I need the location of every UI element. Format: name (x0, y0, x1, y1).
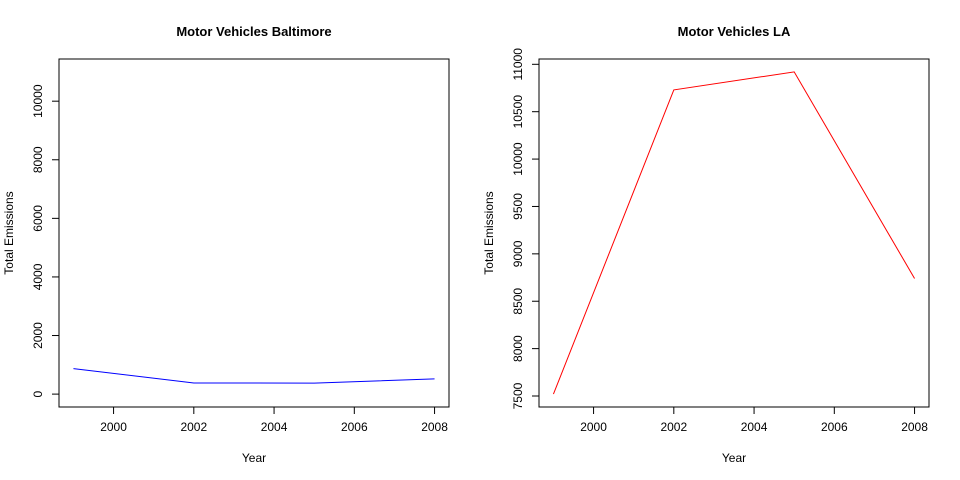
y-tick-label: 10000 (511, 142, 525, 176)
y-tick-label: 11000 (511, 48, 525, 81)
y-axis-label: Total Emissions (2, 191, 16, 274)
series-line (552, 71, 915, 395)
y-tick-label: 8000 (31, 146, 45, 173)
series-line (73, 368, 435, 384)
plot-frame (538, 58, 930, 408)
y-tick-label: 2000 (31, 322, 45, 349)
y-tick-label: 4000 (31, 263, 45, 290)
x-tick-label: 2008 (421, 420, 448, 434)
x-tick-label: 2006 (821, 420, 848, 434)
y-tick-label: 10000 (31, 84, 45, 118)
x-tick-label: 2008 (901, 420, 928, 434)
y-tick-label: 8000 (511, 335, 525, 362)
panel-la: Motor Vehicles LA 2000 2002 2004 2006 2008 Yea… (482, 24, 930, 465)
y-tick-label: 8500 (511, 288, 525, 315)
chart-title: Motor Vehicles LA (678, 24, 791, 39)
y-tick-label: 9500 (511, 193, 525, 220)
x-tick-label: 2004 (261, 420, 288, 434)
x-tick-label: 2002 (180, 420, 207, 434)
chart-title: Motor Vehicles Baltimore (176, 24, 331, 39)
x-axis-label: Year (242, 451, 266, 465)
x-tick-label: 2002 (660, 420, 687, 434)
y-tick-label: 9000 (511, 240, 525, 267)
x-tick-label: 2004 (741, 420, 768, 434)
y-tick-label: 10500 (511, 95, 525, 129)
plot-frame (58, 58, 450, 408)
y-tick-label: 0 (31, 390, 45, 397)
x-tick-label: 2000 (100, 420, 127, 434)
x-tick-label: 2000 (580, 420, 607, 434)
y-tick-label: 7500 (511, 382, 525, 409)
x-tick-label: 2006 (341, 420, 368, 434)
x-axis-label: Year (722, 451, 746, 465)
y-axis-label: Total Emissions (482, 191, 496, 274)
panel-baltimore: Motor Vehicles Baltimore 2000 2002 2004 2006… (2, 24, 450, 465)
y-tick-label: 6000 (31, 205, 45, 232)
